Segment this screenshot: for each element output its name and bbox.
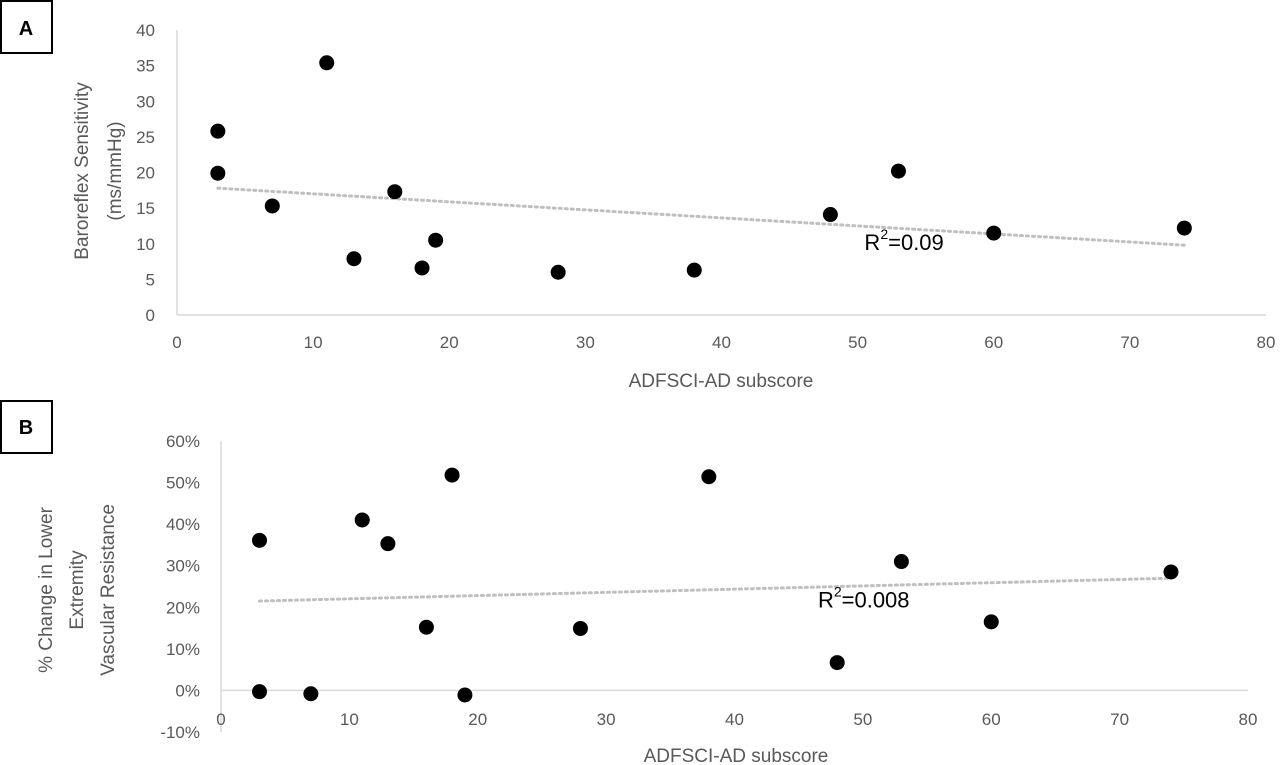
data-point xyxy=(354,512,370,528)
data-point xyxy=(428,232,444,248)
y-tick-label: 60% xyxy=(166,432,200,451)
x-tick-label: 20 xyxy=(468,710,487,729)
panel-a-letter: A xyxy=(19,18,33,40)
data-point xyxy=(418,619,434,635)
data-point xyxy=(444,467,460,483)
y-tick-label: 40% xyxy=(166,515,200,534)
panel-b-letter: B xyxy=(19,417,33,439)
data-point xyxy=(893,554,909,570)
x-tick-label: 50 xyxy=(853,710,872,729)
x-tick-label: 0 xyxy=(172,333,181,352)
trendline xyxy=(216,186,1186,247)
r-squared-annotation: R2=0.008 xyxy=(818,583,910,612)
y-tick-label: 0 xyxy=(146,306,155,325)
x-tick-label: 60 xyxy=(984,333,1003,352)
y-tick-label: 15 xyxy=(136,199,155,218)
x-tick-label: 10 xyxy=(304,333,323,352)
data-point xyxy=(319,55,335,71)
data-point xyxy=(380,536,396,552)
x-tick-label: 40 xyxy=(712,333,731,352)
y-axis-title-line: (ms/mmHg) xyxy=(105,121,126,220)
y-tick-label: 20 xyxy=(136,164,155,183)
panel-a-label: A xyxy=(0,0,53,54)
x-tick-label: 70 xyxy=(1120,333,1139,352)
y-tick-label: 10% xyxy=(166,640,200,659)
data-point xyxy=(210,123,226,139)
y-tick-label: 25 xyxy=(136,128,155,147)
y-tick-label: 35 xyxy=(136,57,155,76)
data-point xyxy=(303,686,319,702)
data-point xyxy=(572,620,588,636)
x-tick-label: 20 xyxy=(440,333,459,352)
y-tick-label: 30 xyxy=(136,92,155,111)
data-point xyxy=(822,207,838,223)
y-tick-label: 10 xyxy=(136,235,155,254)
data-point xyxy=(890,163,906,179)
x-axis-title: ADFSCI-AD subscore xyxy=(644,746,829,765)
y-tick-label: 50% xyxy=(166,474,200,493)
data-point xyxy=(550,264,566,280)
y-tick-label: 20% xyxy=(166,598,200,617)
y-tick-label: 30% xyxy=(166,557,200,576)
data-point xyxy=(686,262,702,278)
panel-b-label: B xyxy=(0,400,53,454)
data-point xyxy=(983,614,999,630)
y-tick-label: 40 xyxy=(136,21,155,40)
x-tick-label: 60 xyxy=(982,710,1001,729)
data-point xyxy=(414,260,430,276)
y-axis-title-line: Vascular Resistance xyxy=(98,504,119,676)
x-tick-label: 80 xyxy=(1257,333,1276,352)
y-tick-label: -10% xyxy=(160,723,200,742)
chart-a: 0 5 10 15 20 25 30 35 40 0 10 20 30 40 50 60 70 80 ADFSCI-… xyxy=(72,21,1275,392)
data-point xyxy=(387,184,403,200)
data-point xyxy=(1176,220,1192,236)
data-point xyxy=(457,687,473,703)
data-point xyxy=(829,655,845,671)
data-point xyxy=(1163,564,1179,580)
data-point xyxy=(210,165,226,181)
data-point xyxy=(264,198,280,214)
data-point xyxy=(701,469,717,485)
x-tick-label: 0 xyxy=(216,710,225,729)
x-tick-label: 50 xyxy=(848,333,867,352)
x-tick-label: 40 xyxy=(725,710,744,729)
trendline xyxy=(258,576,1173,603)
data-point xyxy=(252,532,268,548)
data-point xyxy=(252,684,268,700)
y-axis-title-line: Baroreflex Sensitivity xyxy=(72,82,93,260)
y-tick-label: 0% xyxy=(175,681,200,700)
x-tick-label: 10 xyxy=(340,710,359,729)
chart-b: -10% 0% 10% 20% 30% 40% 50% 60% 0 10 20 30 40 50 60 70 8… xyxy=(36,432,1257,765)
y-tick-label: 5 xyxy=(146,270,155,289)
x-tick-label: 80 xyxy=(1239,710,1258,729)
data-point xyxy=(346,251,362,267)
x-tick-label: 30 xyxy=(576,333,595,352)
y-axis-title-line: % Change in Lower xyxy=(36,506,57,672)
r-squared-annotation: R2=0.09 xyxy=(864,226,943,255)
x-axis-title: ADFSCI-AD subscore xyxy=(629,371,814,392)
x-tick-label: 70 xyxy=(1110,710,1129,729)
x-tick-label: 30 xyxy=(597,710,616,729)
y-axis-title-line: Extremity xyxy=(67,550,88,630)
data-point xyxy=(986,225,1002,241)
